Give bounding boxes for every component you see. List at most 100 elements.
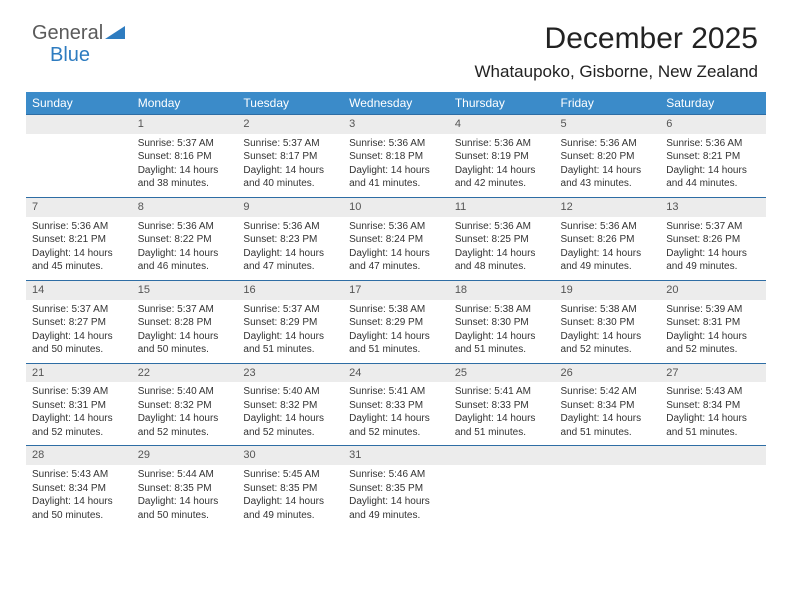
calendar-day-cell	[660, 445, 766, 535]
day-details: Sunrise: 5:43 AMSunset: 8:34 PMDaylight:…	[26, 465, 132, 528]
weekday-header: Tuesday	[237, 92, 343, 114]
calendar-day-cell: 9Sunrise: 5:36 AMSunset: 8:23 PMDaylight…	[237, 197, 343, 280]
day-number: 2	[237, 115, 343, 134]
calendar-day-cell: 14Sunrise: 5:37 AMSunset: 8:27 PMDayligh…	[26, 280, 132, 363]
day-number: 29	[132, 446, 238, 465]
day-number: 10	[343, 198, 449, 217]
day-details: Sunrise: 5:36 AMSunset: 8:23 PMDaylight:…	[237, 217, 343, 280]
page-title: December 2025	[545, 22, 758, 56]
calendar-week-row: 21Sunrise: 5:39 AMSunset: 8:31 PMDayligh…	[26, 363, 766, 446]
calendar-day-cell	[449, 445, 555, 535]
brand-logo: General	[32, 22, 126, 45]
day-number: 30	[237, 446, 343, 465]
weekday-header: Saturday	[660, 92, 766, 114]
calendar-table: SundayMondayTuesdayWednesdayThursdayFrid…	[26, 92, 766, 535]
calendar-day-cell	[26, 114, 132, 197]
calendar-day-cell: 21Sunrise: 5:39 AMSunset: 8:31 PMDayligh…	[26, 363, 132, 446]
day-details: Sunrise: 5:38 AMSunset: 8:30 PMDaylight:…	[555, 300, 661, 363]
day-details: Sunrise: 5:42 AMSunset: 8:34 PMDaylight:…	[555, 382, 661, 445]
calendar-day-cell	[555, 445, 661, 535]
day-details: Sunrise: 5:38 AMSunset: 8:29 PMDaylight:…	[343, 300, 449, 363]
day-details: Sunrise: 5:36 AMSunset: 8:22 PMDaylight:…	[132, 217, 238, 280]
calendar-day-cell: 4Sunrise: 5:36 AMSunset: 8:19 PMDaylight…	[449, 114, 555, 197]
day-number: 6	[660, 115, 766, 134]
calendar-day-cell: 30Sunrise: 5:45 AMSunset: 8:35 PMDayligh…	[237, 445, 343, 535]
calendar-day-cell: 7Sunrise: 5:36 AMSunset: 8:21 PMDaylight…	[26, 197, 132, 280]
calendar-day-cell: 20Sunrise: 5:39 AMSunset: 8:31 PMDayligh…	[660, 280, 766, 363]
day-details: Sunrise: 5:36 AMSunset: 8:25 PMDaylight:…	[449, 217, 555, 280]
day-number: 13	[660, 198, 766, 217]
day-number: 19	[555, 281, 661, 300]
calendar-day-cell: 15Sunrise: 5:37 AMSunset: 8:28 PMDayligh…	[132, 280, 238, 363]
calendar-day-cell: 26Sunrise: 5:42 AMSunset: 8:34 PMDayligh…	[555, 363, 661, 446]
day-number: 22	[132, 364, 238, 383]
day-number: 25	[449, 364, 555, 383]
brand-part1: General	[32, 22, 103, 45]
day-details: Sunrise: 5:36 AMSunset: 8:19 PMDaylight:…	[449, 134, 555, 197]
day-number: 23	[237, 364, 343, 383]
day-number: 4	[449, 115, 555, 134]
brand-part2: Blue	[50, 44, 90, 67]
day-details: Sunrise: 5:46 AMSunset: 8:35 PMDaylight:…	[343, 465, 449, 528]
day-details: Sunrise: 5:39 AMSunset: 8:31 PMDaylight:…	[26, 382, 132, 445]
day-details: Sunrise: 5:39 AMSunset: 8:31 PMDaylight:…	[660, 300, 766, 363]
day-number: 3	[343, 115, 449, 134]
brand-triangle-icon	[105, 22, 125, 45]
day-details: Sunrise: 5:38 AMSunset: 8:30 PMDaylight:…	[449, 300, 555, 363]
day-details: Sunrise: 5:36 AMSunset: 8:21 PMDaylight:…	[26, 217, 132, 280]
day-number: 15	[132, 281, 238, 300]
day-details: Sunrise: 5:45 AMSunset: 8:35 PMDaylight:…	[237, 465, 343, 528]
day-number: 16	[237, 281, 343, 300]
calendar-day-cell: 29Sunrise: 5:44 AMSunset: 8:35 PMDayligh…	[132, 445, 238, 535]
day-number: 12	[555, 198, 661, 217]
weekday-header: Friday	[555, 92, 661, 114]
day-details: Sunrise: 5:37 AMSunset: 8:26 PMDaylight:…	[660, 217, 766, 280]
day-number: 20	[660, 281, 766, 300]
day-details: Sunrise: 5:41 AMSunset: 8:33 PMDaylight:…	[449, 382, 555, 445]
calendar-day-cell: 10Sunrise: 5:36 AMSunset: 8:24 PMDayligh…	[343, 197, 449, 280]
day-details: Sunrise: 5:36 AMSunset: 8:24 PMDaylight:…	[343, 217, 449, 280]
day-number: 11	[449, 198, 555, 217]
weekday-header: Monday	[132, 92, 238, 114]
calendar-day-cell: 17Sunrise: 5:38 AMSunset: 8:29 PMDayligh…	[343, 280, 449, 363]
day-number: 18	[449, 281, 555, 300]
day-details: Sunrise: 5:36 AMSunset: 8:21 PMDaylight:…	[660, 134, 766, 197]
calendar-week-row: 14Sunrise: 5:37 AMSunset: 8:27 PMDayligh…	[26, 280, 766, 363]
calendar-day-cell: 31Sunrise: 5:46 AMSunset: 8:35 PMDayligh…	[343, 445, 449, 535]
day-number: 8	[132, 198, 238, 217]
calendar-day-cell: 23Sunrise: 5:40 AMSunset: 8:32 PMDayligh…	[237, 363, 343, 446]
day-number: 17	[343, 281, 449, 300]
day-number: 5	[555, 115, 661, 134]
day-number: 27	[660, 364, 766, 383]
calendar-day-cell: 8Sunrise: 5:36 AMSunset: 8:22 PMDaylight…	[132, 197, 238, 280]
weekday-header: Thursday	[449, 92, 555, 114]
calendar-day-cell: 12Sunrise: 5:36 AMSunset: 8:26 PMDayligh…	[555, 197, 661, 280]
location-subtitle: Whataupoko, Gisborne, New Zealand	[475, 62, 759, 82]
day-number: 26	[555, 364, 661, 383]
calendar-week-row: 7Sunrise: 5:36 AMSunset: 8:21 PMDaylight…	[26, 197, 766, 280]
calendar-day-cell: 2Sunrise: 5:37 AMSunset: 8:17 PMDaylight…	[237, 114, 343, 197]
day-details: Sunrise: 5:37 AMSunset: 8:29 PMDaylight:…	[237, 300, 343, 363]
calendar-day-cell: 24Sunrise: 5:41 AMSunset: 8:33 PMDayligh…	[343, 363, 449, 446]
calendar-day-cell: 25Sunrise: 5:41 AMSunset: 8:33 PMDayligh…	[449, 363, 555, 446]
calendar-day-cell: 1Sunrise: 5:37 AMSunset: 8:16 PMDaylight…	[132, 114, 238, 197]
weekday-header-row: SundayMondayTuesdayWednesdayThursdayFrid…	[26, 92, 766, 114]
day-details: Sunrise: 5:43 AMSunset: 8:34 PMDaylight:…	[660, 382, 766, 445]
day-details: Sunrise: 5:37 AMSunset: 8:17 PMDaylight:…	[237, 134, 343, 197]
calendar-day-cell: 11Sunrise: 5:36 AMSunset: 8:25 PMDayligh…	[449, 197, 555, 280]
calendar-day-cell: 18Sunrise: 5:38 AMSunset: 8:30 PMDayligh…	[449, 280, 555, 363]
day-details: Sunrise: 5:36 AMSunset: 8:18 PMDaylight:…	[343, 134, 449, 197]
calendar-day-cell: 28Sunrise: 5:43 AMSunset: 8:34 PMDayligh…	[26, 445, 132, 535]
day-details: Sunrise: 5:40 AMSunset: 8:32 PMDaylight:…	[237, 382, 343, 445]
calendar-day-cell: 22Sunrise: 5:40 AMSunset: 8:32 PMDayligh…	[132, 363, 238, 446]
day-details: Sunrise: 5:40 AMSunset: 8:32 PMDaylight:…	[132, 382, 238, 445]
calendar-day-cell: 27Sunrise: 5:43 AMSunset: 8:34 PMDayligh…	[660, 363, 766, 446]
day-details: Sunrise: 5:41 AMSunset: 8:33 PMDaylight:…	[343, 382, 449, 445]
day-details: Sunrise: 5:36 AMSunset: 8:20 PMDaylight:…	[555, 134, 661, 197]
calendar-week-row: 1Sunrise: 5:37 AMSunset: 8:16 PMDaylight…	[26, 114, 766, 197]
day-number: 14	[26, 281, 132, 300]
calendar-day-cell: 19Sunrise: 5:38 AMSunset: 8:30 PMDayligh…	[555, 280, 661, 363]
calendar-day-cell: 16Sunrise: 5:37 AMSunset: 8:29 PMDayligh…	[237, 280, 343, 363]
weekday-header: Sunday	[26, 92, 132, 114]
day-details: Sunrise: 5:37 AMSunset: 8:28 PMDaylight:…	[132, 300, 238, 363]
